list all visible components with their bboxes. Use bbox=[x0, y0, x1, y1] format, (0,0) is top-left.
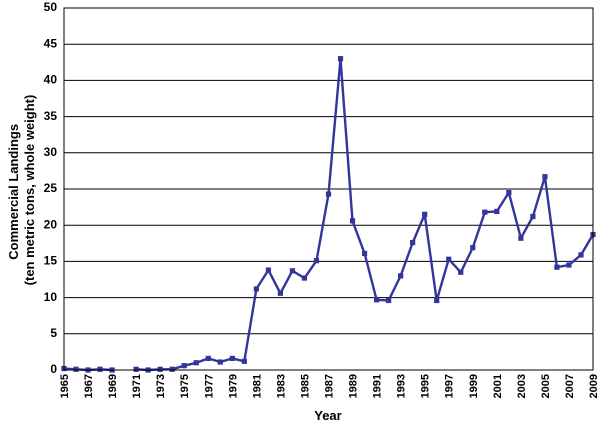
data-point bbox=[434, 297, 440, 304]
data-point bbox=[181, 363, 187, 369]
x-tick-label: 1981 bbox=[251, 374, 263, 398]
data-point bbox=[313, 258, 320, 264]
data-point bbox=[554, 264, 560, 270]
x-tick-label: 1985 bbox=[299, 374, 311, 398]
data-point bbox=[229, 355, 235, 362]
data-point bbox=[241, 358, 247, 364]
x-tick-label: 1979 bbox=[227, 374, 239, 398]
data-point bbox=[422, 211, 428, 217]
data-point bbox=[542, 174, 548, 180]
x-axis-title: Year bbox=[314, 408, 341, 423]
x-tick-label: 2003 bbox=[516, 374, 528, 398]
data-point bbox=[446, 256, 452, 262]
y-tick-label: 5 bbox=[50, 326, 57, 340]
x-tick-label: 1991 bbox=[372, 374, 384, 398]
x-tick-label: 1993 bbox=[396, 374, 408, 398]
data-point bbox=[157, 366, 163, 372]
data-point bbox=[398, 273, 404, 279]
data-point bbox=[494, 208, 500, 215]
x-tick-label: 1973 bbox=[155, 374, 167, 398]
data-point bbox=[169, 366, 175, 372]
x-tick-label: 1971 bbox=[131, 374, 143, 398]
data-point bbox=[373, 297, 380, 303]
y-axis-title-line2: (ten metric tons, whole weight) bbox=[22, 95, 37, 286]
data-point bbox=[97, 366, 103, 372]
series-line-segment bbox=[136, 57, 595, 372]
x-tick-label: 2005 bbox=[540, 374, 552, 398]
y-axis-title-line1: Commercial Landings bbox=[6, 124, 21, 260]
data-point bbox=[578, 252, 584, 258]
data-point bbox=[253, 286, 259, 292]
x-tick-label: 1969 bbox=[107, 374, 119, 398]
x-tick-label: 1975 bbox=[179, 374, 191, 398]
data-point bbox=[265, 267, 271, 273]
x-tick-labels: 1965 1967 1969 1971 1973 1975 1977 1979 1981 1983… bbox=[59, 374, 600, 398]
x-tick-label: 2007 bbox=[564, 374, 576, 398]
data-point bbox=[361, 250, 368, 257]
x-tick-label: 1965 bbox=[59, 374, 71, 398]
data-point bbox=[277, 290, 284, 296]
x-tick-label: 1967 bbox=[83, 374, 95, 398]
data-point bbox=[518, 235, 524, 241]
y-tick-label: 50 bbox=[44, 0, 58, 14]
y-tick-label: 35 bbox=[44, 109, 58, 123]
data-point bbox=[470, 245, 476, 251]
series-landings bbox=[61, 56, 596, 373]
y-tick-label: 20 bbox=[44, 217, 58, 231]
data-point bbox=[133, 366, 139, 372]
x-tick-label: 1987 bbox=[324, 374, 336, 398]
data-point bbox=[349, 218, 356, 224]
data-point bbox=[530, 213, 536, 220]
y-tick-labels: 0 5 10 15 20 25 30 35 40 45 50 bbox=[44, 0, 58, 376]
x-tick-label: 1999 bbox=[468, 374, 480, 398]
x-tick-label: 1983 bbox=[275, 374, 287, 398]
x-tick-label: 1997 bbox=[444, 374, 456, 398]
data-point bbox=[566, 262, 572, 268]
y-tick-label: 15 bbox=[44, 254, 58, 268]
y-axis-title: Commercial Landings (ten metric tons, wh… bbox=[6, 95, 37, 286]
data-point bbox=[410, 239, 416, 246]
data-point bbox=[386, 297, 392, 304]
x-tick-label: 2001 bbox=[492, 374, 504, 398]
data-point bbox=[301, 275, 308, 281]
data-point bbox=[337, 56, 344, 62]
plot-area-frame bbox=[63, 7, 594, 371]
y-tick-label: 25 bbox=[44, 181, 58, 195]
data-point bbox=[73, 366, 79, 372]
y-tick-label: 10 bbox=[44, 290, 58, 304]
y-tick-label: 0 bbox=[50, 362, 57, 376]
data-point bbox=[325, 191, 332, 197]
x-tick-label: 1989 bbox=[348, 374, 360, 398]
data-point bbox=[506, 190, 512, 196]
data-point bbox=[482, 209, 488, 215]
y-tick-label: 45 bbox=[44, 36, 58, 50]
x-tick-label: 1977 bbox=[203, 374, 215, 398]
data-point bbox=[289, 268, 296, 274]
x-tick-label: 2009 bbox=[588, 374, 600, 398]
data-point bbox=[217, 359, 223, 365]
data-point bbox=[205, 355, 211, 362]
x-tick-label: 1995 bbox=[420, 374, 432, 398]
data-point bbox=[193, 360, 199, 366]
data-point bbox=[458, 269, 464, 275]
y-tick-label: 30 bbox=[44, 145, 58, 159]
y-tick-label: 40 bbox=[44, 73, 58, 87]
